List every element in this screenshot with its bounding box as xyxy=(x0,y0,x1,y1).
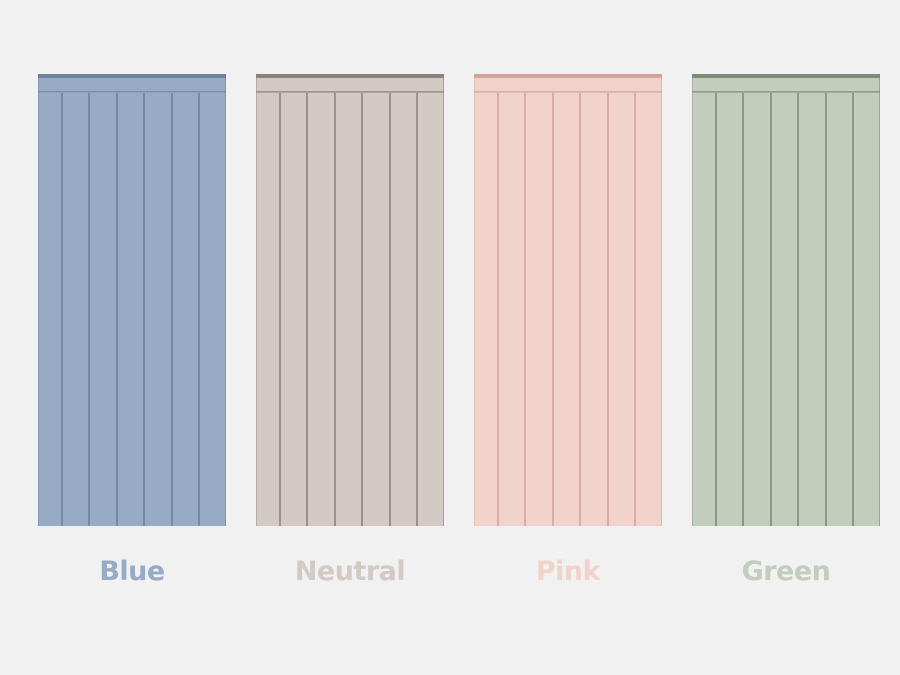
panel-top-band xyxy=(38,78,226,92)
panel-groove xyxy=(634,93,636,526)
panel-cap xyxy=(256,74,444,78)
panel-sample xyxy=(38,74,226,526)
panel-top-band xyxy=(474,78,662,92)
swatch-green[interactable] xyxy=(692,74,880,526)
panel-top-band xyxy=(692,78,880,92)
panel-groove xyxy=(389,93,391,526)
panel-groove xyxy=(852,93,854,526)
panel-edge-right xyxy=(661,74,662,526)
panel-groove xyxy=(88,93,90,526)
panel-cap xyxy=(38,74,226,78)
panel-body xyxy=(474,93,662,526)
panel-groove xyxy=(742,93,744,526)
panel-edge-left xyxy=(692,74,693,526)
swatch-label: Green xyxy=(741,556,831,587)
panel-sample xyxy=(692,74,880,526)
panel-groove xyxy=(770,93,772,526)
panel-top-band xyxy=(256,78,444,92)
panel-groove xyxy=(552,93,554,526)
panel-groove xyxy=(497,93,499,526)
swatch-label: Neutral xyxy=(294,556,406,587)
panel-groove xyxy=(416,93,418,526)
panel-body xyxy=(692,93,880,526)
panel-groove xyxy=(116,93,118,526)
panel-groove xyxy=(61,93,63,526)
panel-body xyxy=(38,93,226,526)
swatch-blue[interactable] xyxy=(38,74,226,526)
panel-rail xyxy=(256,91,444,93)
panel-cap xyxy=(474,74,662,78)
swatch-neutral[interactable] xyxy=(256,74,444,526)
panel-edge-right xyxy=(225,74,226,526)
panel-edge-left xyxy=(474,74,475,526)
panel-groove xyxy=(279,93,281,526)
panel-groove xyxy=(825,93,827,526)
panel-groove xyxy=(361,93,363,526)
panel-groove xyxy=(334,93,336,526)
panel-groove xyxy=(171,93,173,526)
panel-edge-left xyxy=(38,74,39,526)
panel-rail xyxy=(474,91,662,93)
panel-groove xyxy=(715,93,717,526)
panel-rail xyxy=(692,91,880,93)
swatch-label: Blue xyxy=(99,556,165,587)
panel-sample xyxy=(256,74,444,526)
panel-edge-right xyxy=(879,74,880,526)
swatch-label: Pink xyxy=(535,556,601,587)
swatch-pink[interactable] xyxy=(474,74,662,526)
panel-groove xyxy=(524,93,526,526)
panel-cap xyxy=(692,74,880,78)
panel-rail xyxy=(38,91,226,93)
panel-edge-right xyxy=(443,74,444,526)
panel-groove xyxy=(797,93,799,526)
panel-groove xyxy=(607,93,609,526)
panel-groove xyxy=(198,93,200,526)
panel-groove xyxy=(143,93,145,526)
panel-groove xyxy=(579,93,581,526)
panel-edge-left xyxy=(256,74,257,526)
panel-groove xyxy=(306,93,308,526)
panel-body xyxy=(256,93,444,526)
panel-sample xyxy=(474,74,662,526)
